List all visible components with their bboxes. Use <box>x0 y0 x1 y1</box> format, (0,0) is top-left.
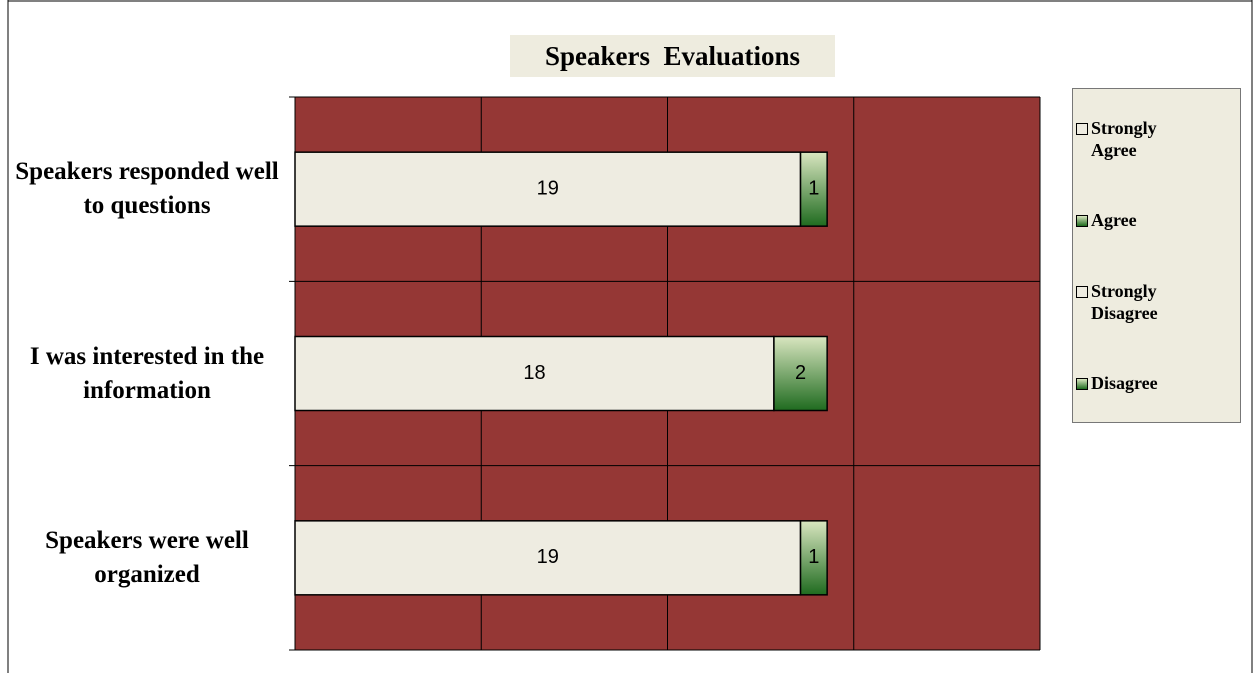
chart-title: Speakers Evaluations <box>510 35 835 77</box>
y-tick-label: Speakers responded well to questions <box>15 158 279 220</box>
legend: Strongly Agree Agree Strongly Disagree Disa… <box>1072 88 1241 423</box>
y-tick-label: Speakers were well organized <box>45 526 249 588</box>
bar <box>294 151 802 227</box>
y-tick-label: I was interested in the information <box>29 342 265 404</box>
legend-item: Strongly Agree <box>1075 117 1238 161</box>
legend-swatch <box>1076 123 1088 136</box>
data-label: 1 <box>808 546 819 568</box>
legend-swatch <box>1076 215 1088 228</box>
legend-label: Agree <box>1091 210 1137 231</box>
legend-item: Disagree <box>1075 372 1238 394</box>
legend-item: Strongly Disagree <box>1075 280 1238 324</box>
data-label: 1 <box>808 177 819 199</box>
legend-item: Agree <box>1075 209 1238 231</box>
data-label: 19 <box>537 177 559 199</box>
legend-label: Strongly Disagree <box>1091 280 1158 323</box>
bar <box>799 520 828 596</box>
legend-label: Strongly Agree <box>1091 118 1157 161</box>
bar <box>773 335 828 412</box>
bar <box>294 335 775 412</box>
legend-label: Disagree <box>1091 372 1158 393</box>
data-label: 19 <box>537 546 559 568</box>
data-label: 18 <box>523 362 545 384</box>
data-label: 2 <box>795 362 806 384</box>
legend-swatch <box>1076 285 1088 298</box>
legend-swatch <box>1076 377 1088 390</box>
bar <box>799 151 828 227</box>
